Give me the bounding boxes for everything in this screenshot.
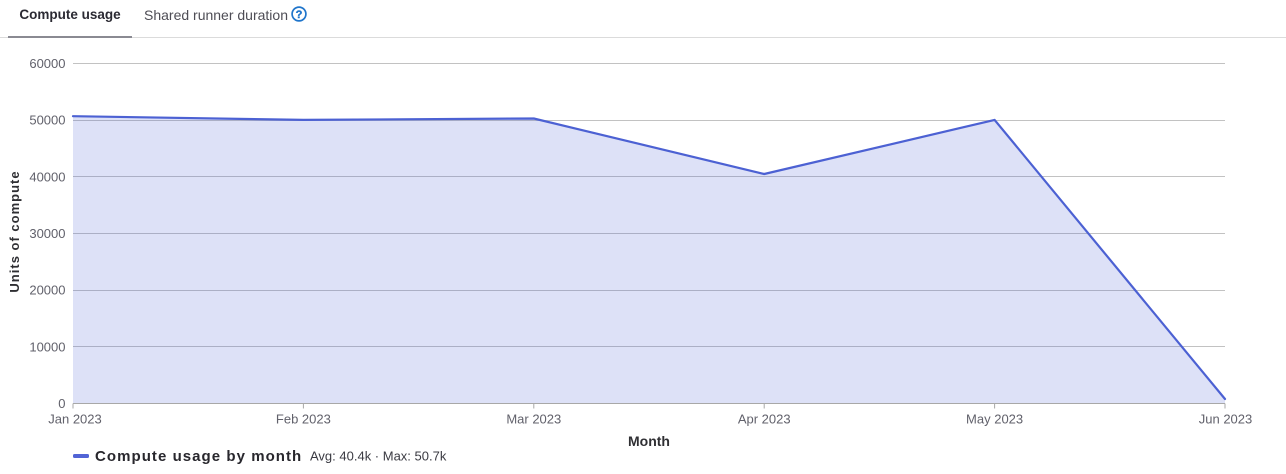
svg-text:Feb 2023: Feb 2023 [276,412,331,427]
svg-text:Jun 2023: Jun 2023 [1199,412,1253,427]
svg-text:20000: 20000 [29,283,65,298]
svg-text:Mar 2023: Mar 2023 [506,412,561,427]
svg-text:May 2023: May 2023 [966,412,1023,427]
svg-text:Jan 2023: Jan 2023 [48,412,102,427]
svg-text:50000: 50000 [29,113,65,128]
svg-text:Avg: 40.4k · Max: 50.7k: Avg: 40.4k · Max: 50.7k [310,449,447,464]
svg-text:Month: Month [628,433,670,449]
svg-text:Units of compute: Units of compute [7,170,22,292]
svg-text:30000: 30000 [29,226,65,241]
svg-text:0: 0 [58,396,65,411]
svg-text:10000: 10000 [29,339,65,354]
svg-text:60000: 60000 [29,56,65,71]
svg-text:40000: 40000 [29,169,65,184]
svg-text:?: ? [295,9,302,21]
svg-text:Apr 2023: Apr 2023 [738,412,791,427]
svg-text:Compute usage by month: Compute usage by month [95,448,302,465]
